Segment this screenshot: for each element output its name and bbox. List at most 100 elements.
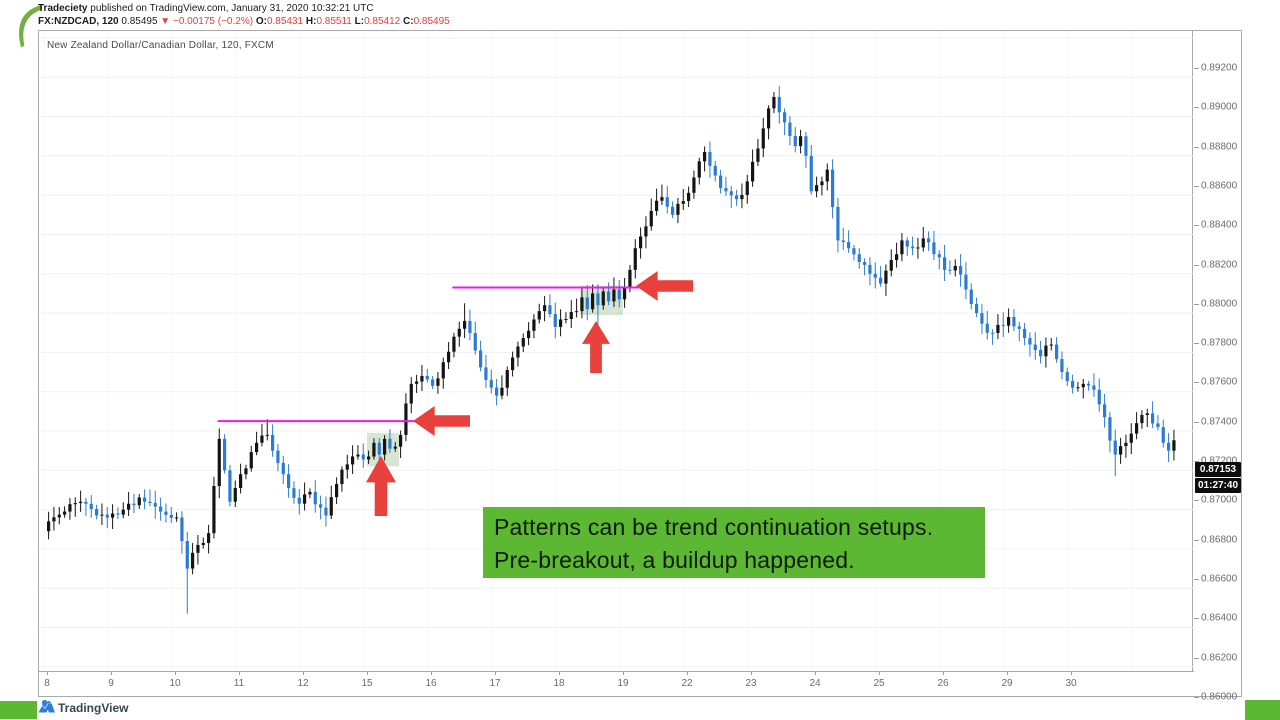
price-tick-label: 0.86800 — [1201, 534, 1238, 546]
candle-body — [580, 297, 584, 312]
candle-body — [569, 311, 573, 319]
candle-body — [238, 474, 243, 488]
candle-body — [585, 297, 589, 310]
last-price-badge: 0.87153 — [1195, 462, 1241, 478]
candle-body — [574, 311, 579, 313]
candle-body — [185, 541, 189, 569]
candle-body — [590, 293, 595, 310]
candle-body — [180, 517, 184, 542]
candle-body — [686, 192, 691, 202]
candle-body — [329, 497, 333, 516]
candle-body — [254, 442, 259, 453]
ohlc-close-value: 0.85495 — [413, 16, 450, 27]
tradingview-logo-text[interactable]: TradingView — [58, 701, 129, 715]
candle-body — [1060, 359, 1064, 373]
candle-body — [910, 246, 915, 249]
price-tick-mark — [1194, 225, 1199, 227]
candle-body — [1012, 317, 1016, 327]
candle-body — [809, 155, 813, 192]
candle-body — [457, 328, 461, 337]
candle-body — [340, 469, 344, 485]
candle-body — [1172, 440, 1176, 451]
price-tick-label: 0.86600 — [1201, 573, 1238, 585]
time-tick-mark — [175, 672, 176, 675]
candle-body — [318, 504, 323, 508]
candle-body — [926, 238, 931, 243]
candle-body — [356, 454, 360, 457]
candle-body — [468, 320, 472, 334]
price-tick-mark — [1194, 185, 1199, 187]
candle-body — [47, 521, 51, 532]
time-tick-label: 10 — [169, 678, 181, 689]
tradingview-logo-icon[interactable] — [37, 699, 56, 714]
candle-body — [366, 456, 371, 460]
price-tick-mark — [1194, 578, 1199, 580]
candle-body — [724, 188, 728, 192]
change-text: −0.00175 (−0.2%) — [172, 16, 254, 27]
symbol-name: FX:NZDCAD, 120 — [38, 16, 119, 27]
candle-body — [596, 293, 600, 306]
candle-body — [537, 311, 541, 320]
candle-body — [84, 501, 88, 504]
time-tick-mark — [303, 672, 304, 675]
time-tick-label: 9 — [108, 678, 114, 689]
candle-body — [772, 96, 776, 109]
countdown-badge: 01:27:40 — [1195, 478, 1241, 494]
candle-body — [489, 379, 493, 388]
candle-body — [841, 240, 845, 243]
candle-body — [244, 468, 248, 475]
candle-body — [1054, 344, 1059, 360]
price-tick-label: 0.88800 — [1201, 141, 1238, 153]
candle-body — [393, 446, 397, 449]
candle-body — [142, 497, 147, 502]
candle-body — [57, 514, 61, 518]
candle-body — [932, 242, 936, 255]
candle-body — [542, 305, 547, 312]
candle-body — [94, 509, 99, 516]
candle-body — [484, 367, 488, 380]
candle-body — [313, 491, 317, 505]
candle-body — [110, 513, 115, 518]
ohlc-low-label: L: — [354, 16, 365, 27]
candle-body — [158, 506, 163, 512]
candle-body — [430, 379, 435, 386]
candle-body — [846, 242, 851, 249]
candle-body — [601, 291, 605, 306]
symbol-last-price: 0.85495 — [121, 16, 158, 27]
candle-body — [441, 362, 445, 379]
candle-body — [169, 514, 173, 518]
price-tick-label: 0.87000 — [1201, 494, 1238, 506]
candle-body — [1118, 446, 1123, 455]
candle-body — [894, 254, 899, 261]
candle-body — [1156, 423, 1160, 428]
candle-body — [1134, 423, 1139, 434]
candle-body — [905, 240, 909, 247]
candle-body — [564, 318, 568, 320]
candle-body — [836, 206, 840, 241]
time-tick-mark — [47, 672, 48, 675]
time-tick-label: 22 — [681, 678, 693, 689]
candle-body — [382, 438, 387, 455]
time-tick-mark — [559, 672, 560, 675]
candle-body — [286, 474, 291, 489]
candle-body — [777, 96, 781, 113]
time-tick-label: 16 — [425, 678, 437, 689]
candle-body — [270, 434, 275, 451]
candle-body — [324, 507, 328, 516]
candle-body — [654, 200, 659, 211]
chart-title: New Zealand Dollar/Canadian Dollar, 120,… — [47, 40, 274, 51]
candle-body — [953, 265, 957, 271]
candle-body — [126, 503, 131, 510]
candle-body — [404, 403, 408, 435]
time-tick-label: 26 — [937, 678, 949, 689]
candle-body — [964, 274, 968, 290]
header: Tradeciety published on TradingView.com,… — [38, 3, 450, 28]
candle-body — [788, 122, 792, 136]
candle-body — [116, 513, 120, 515]
candle-body — [201, 542, 205, 545]
time-tick-label: 12 — [297, 678, 309, 689]
candle-body — [633, 248, 637, 270]
candle-body — [505, 370, 509, 388]
price-tick-label: 0.87600 — [1201, 376, 1238, 388]
time-tick-label: 23 — [745, 678, 757, 689]
